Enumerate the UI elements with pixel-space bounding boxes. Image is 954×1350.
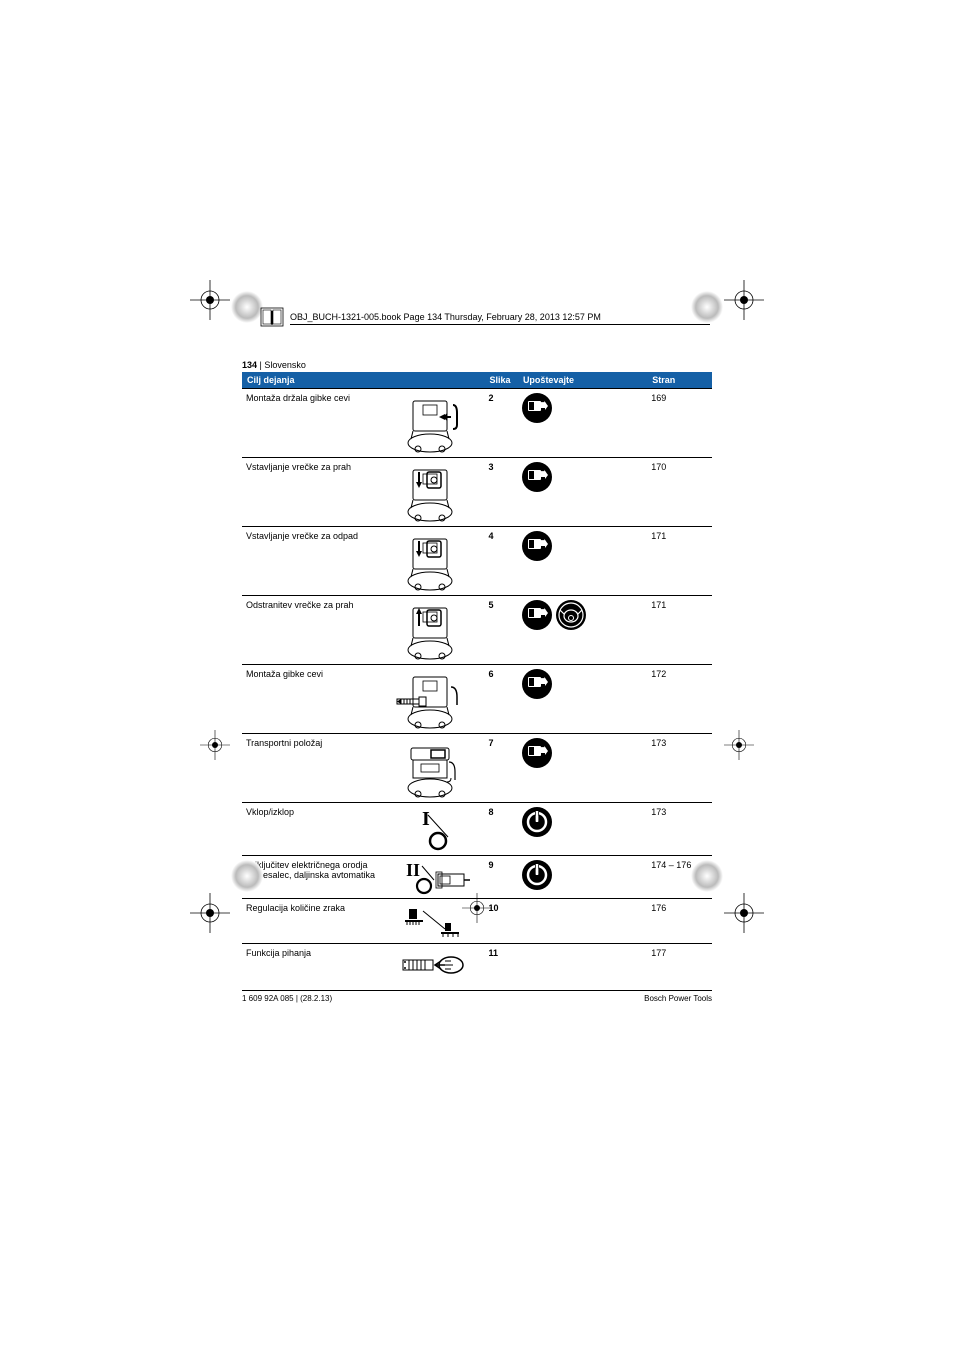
- cell-slika: 5: [485, 596, 518, 665]
- cell-slika: 3: [485, 458, 518, 527]
- cell-stran: 173: [647, 734, 712, 803]
- cell-slika: 4: [485, 527, 518, 596]
- table-row: Odstranitev vrečke za prah 5 171: [242, 596, 712, 665]
- cell-icons: [518, 665, 647, 734]
- cell-slika: 2: [485, 389, 518, 458]
- crop-mark: [462, 893, 492, 923]
- cell-diagram: [382, 944, 484, 984]
- crop-mark: [190, 893, 230, 933]
- crop-mark: [200, 730, 230, 760]
- th-slika: Slika: [485, 372, 518, 389]
- cell-stran: 171: [647, 596, 712, 665]
- book-icon: [260, 307, 284, 327]
- cell-icons: [518, 527, 647, 596]
- cell-action: Vstavljanje vrečke za prah: [242, 458, 382, 527]
- cell-action: Vstavljanje vrečke za odpad: [242, 527, 382, 596]
- page: OBJ_BUCH-1321-005.book Page 134 Thursday…: [0, 0, 954, 1043]
- corner-ornament: [230, 859, 264, 893]
- cell-action: Montaža držala gibke cevi: [242, 389, 382, 458]
- crop-mark: [724, 730, 754, 760]
- cell-icons: [518, 734, 647, 803]
- cell-stran: 176: [647, 899, 712, 944]
- table-row: Montaža držala gibke cevi 2 169: [242, 389, 712, 458]
- cell-stran: 169: [647, 389, 712, 458]
- page-header: 134 | Slovensko: [242, 360, 712, 370]
- cell-stran: 177: [647, 944, 712, 984]
- crop-mark: [724, 280, 764, 320]
- cell-action: Vklop/izklop: [242, 803, 382, 856]
- manual-icon: [522, 531, 552, 563]
- manual-icon: [522, 393, 552, 425]
- manual-icon: [522, 738, 552, 770]
- cell-diagram: [382, 527, 484, 596]
- manual-icon: [522, 462, 552, 494]
- cell-diagram: [382, 665, 484, 734]
- cell-stran: 172: [647, 665, 712, 734]
- cell-slika: 6: [485, 665, 518, 734]
- cell-icons: [518, 458, 647, 527]
- cell-icons: [518, 389, 647, 458]
- svg-text:II: II: [406, 860, 420, 880]
- table-row: Montaža gibke cevi 6 172: [242, 665, 712, 734]
- table-row: Transportni položaj 7 173: [242, 734, 712, 803]
- cell-slika: 7: [485, 734, 518, 803]
- cell-diagram: I: [382, 803, 484, 856]
- page-language: | Slovensko: [260, 360, 306, 370]
- cell-stran: 171: [647, 527, 712, 596]
- th-diagram: [382, 372, 484, 389]
- cell-icons: [518, 803, 647, 856]
- cell-slika: 11: [485, 944, 518, 984]
- cell-diagram: [382, 389, 484, 458]
- manual-icon: [522, 600, 552, 632]
- table-row: Vstavljanje vrečke za odpad 4 171: [242, 527, 712, 596]
- cell-action: Montaža gibke cevi: [242, 665, 382, 734]
- cell-action: Regulacija količine zraka: [242, 899, 382, 944]
- corner-ornament: [230, 290, 264, 324]
- th-action: Cilj dejanja: [242, 372, 382, 389]
- footer-right: Bosch Power Tools: [644, 994, 712, 1003]
- power-icon: [522, 807, 552, 839]
- page-number: 134: [242, 360, 257, 370]
- svg-text:I: I: [422, 808, 430, 830]
- crop-mark: [724, 893, 764, 933]
- header-filename: OBJ_BUCH-1321-005.book Page 134 Thursday…: [290, 312, 710, 325]
- corner-ornament: [690, 859, 724, 893]
- table-row: Vklop/izklop I 8 173: [242, 803, 712, 856]
- footer: 1 609 92A 085 | (28.2.13) Bosch Power To…: [242, 990, 712, 1003]
- footer-left: 1 609 92A 085 | (28.2.13): [242, 994, 332, 1003]
- th-upo: Upoštevajte: [518, 372, 647, 389]
- table-row: Funkcija pihanja 11 177: [242, 944, 712, 984]
- cell-action: Odstranitev vrečke za prah: [242, 596, 382, 665]
- cell-slika: 8: [485, 803, 518, 856]
- cell-icons: [518, 944, 647, 984]
- cell-action: Transportni položaj: [242, 734, 382, 803]
- cell-diagram: [382, 458, 484, 527]
- manual-icon: [522, 669, 552, 701]
- table-row: Vstavljanje vrečke za prah 3 170: [242, 458, 712, 527]
- cell-diagram: [382, 734, 484, 803]
- cell-action: Funkcija pihanja: [242, 944, 382, 984]
- cell-stran: 173: [647, 803, 712, 856]
- mask-icon: [556, 600, 586, 632]
- cell-icons: [518, 596, 647, 665]
- cell-icons: [518, 856, 647, 899]
- power-icon: [522, 860, 552, 892]
- cell-icons: [518, 899, 647, 944]
- th-stran: Stran: [647, 372, 712, 389]
- cell-stran: 170: [647, 458, 712, 527]
- cell-diagram: [382, 596, 484, 665]
- crop-mark: [190, 280, 230, 320]
